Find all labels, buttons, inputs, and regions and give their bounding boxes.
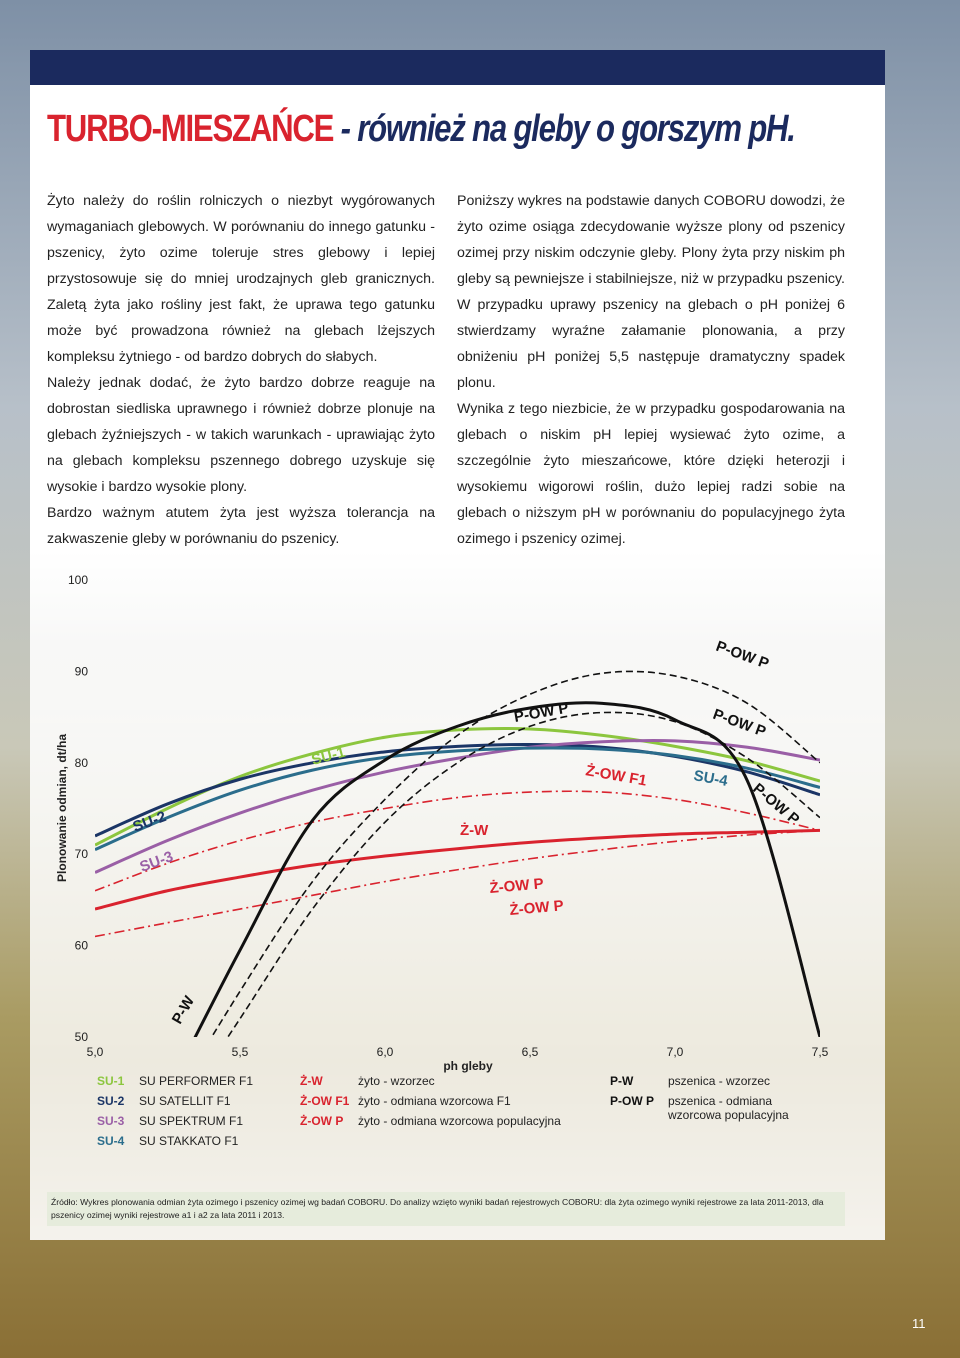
x-tick-label: 7,5 (812, 1045, 829, 1059)
x-tick-label: 7,0 (667, 1045, 684, 1059)
legend-text: SU STAKKATO F1 (139, 1134, 239, 1148)
legend-entry: SU-2 SU SATELLIT F1 (97, 1094, 287, 1108)
legend-entry: Ż-OW F1 żyto - odmiana wzorcowa F1 (300, 1094, 590, 1108)
y-tick-label: 50 (75, 1030, 89, 1044)
legend-text: SU SATELLIT F1 (139, 1094, 231, 1108)
title-red: TURBO-MIESZAŃCE (47, 108, 334, 150)
source-note: Źródło: Wykres plonowania odmian żyta oz… (47, 1192, 845, 1226)
series-line (193, 701, 820, 1037)
legend-text: żyto - odmiana wzorcowa F1 (358, 1094, 511, 1108)
x-tick-label: 6,5 (522, 1045, 539, 1059)
series-label: Ż-OW P (489, 875, 544, 897)
series-label: SU-2 (131, 808, 169, 836)
y-tick-label: 70 (75, 847, 89, 861)
legend-text: żyto - wzorzec (358, 1074, 435, 1088)
right-column: Poniższy wykres na podstawie danych COBO… (457, 188, 845, 552)
top-bar (30, 50, 885, 85)
content-panel (30, 50, 885, 1240)
legend-group: P-W pszenica - wzorzec P-OW P pszenica - od… (610, 1074, 810, 1128)
legend-text: pszenica - odmiana wzorcowa populacyjna (668, 1094, 789, 1122)
paragraph: Należy jednak dodać, że żyto bardzo dobr… (47, 375, 435, 495)
title: TURBO-MIESZAŃCE - również na gleby o gor… (47, 108, 796, 151)
series-line (210, 670, 820, 1037)
series-line (95, 738, 820, 874)
legend-code: P-W (610, 1074, 634, 1088)
legend-text: żyto - odmiana wzorcowa populacyjna (358, 1114, 561, 1128)
chart: ph gleby Plonowanie odmian, dt/ha 50 60 70… (55, 573, 829, 1073)
legend-group: SU-1 SU PERFORMER F1 SU-2 SU SATELLIT F1 SU-… (97, 1074, 287, 1154)
legend-text: SU PERFORMER F1 (139, 1074, 254, 1088)
legend-code: SU-3 (97, 1114, 125, 1128)
left-column: Żyto należy do roślin rolniczych o niezb… (47, 188, 435, 552)
series-label: P-W (169, 993, 199, 1027)
y-tick-label: 90 (75, 664, 89, 678)
series-line (95, 828, 820, 911)
series-label: Ż-OW P (509, 897, 564, 919)
x-tick-label: 5,0 (87, 1045, 104, 1059)
y-tick-label: 60 (75, 939, 89, 953)
series-line (95, 790, 820, 892)
paragraph: Wynika z tego niezbicie, że w przypadku … (457, 401, 845, 547)
paragraph: Bardzo ważnym atutem żyta jest wyższa to… (47, 505, 435, 547)
legend-entry: P-OW P pszenica - odmiana wzorcowa popula… (610, 1094, 810, 1122)
series-line (95, 743, 820, 838)
series-label: P-OW P (714, 638, 771, 673)
legend-code: SU-2 (97, 1094, 125, 1108)
x-tick-label: 6,0 (377, 1045, 394, 1059)
series-line (226, 711, 820, 1037)
page-number: 11 (912, 1316, 926, 1331)
x-axis-label: ph gleby (443, 1059, 493, 1073)
y-axis-label: Plonowanie odmian, dt/ha (55, 734, 69, 882)
legend-entry: SU-4 SU STAKKATO F1 (97, 1134, 287, 1148)
series-label: Ż-W (460, 822, 489, 839)
plot (95, 670, 820, 1037)
paragraph: Poniższy wykres na podstawie danych COBO… (457, 193, 845, 391)
legend-group: Ż-W żyto - wzorzec Ż-OW F1 żyto - odmiana w… (300, 1074, 590, 1134)
series-label: Ż-OW F1 (584, 762, 648, 789)
legend-entry: SU-3 SU SPEKTRUM F1 (97, 1114, 287, 1128)
legend-text: SU SPEKTRUM F1 (139, 1114, 244, 1128)
legend-entry: Ż-OW P żyto - odmiana wzorcowa populacyjn… (300, 1114, 590, 1128)
y-tick-label: 100 (68, 573, 88, 587)
y-tick-label: 80 (75, 756, 89, 770)
series-line (95, 829, 820, 938)
paragraph: Żyto należy do roślin rolniczych o niezb… (47, 193, 435, 365)
legend-code: SU-4 (97, 1134, 125, 1148)
legend-code: Ż-OW F1 (300, 1094, 350, 1108)
legend-entry: P-W pszenica - wzorzec (610, 1074, 810, 1088)
legend-text: pszenica - wzorzec (668, 1074, 771, 1088)
legend-code: Ż-OW P (300, 1114, 344, 1128)
series-line (95, 746, 820, 852)
title-rest: - również na gleby o gorszym pH. (340, 108, 796, 150)
series-label: P-OW P (711, 706, 768, 741)
x-tick-label: 5,5 (232, 1045, 249, 1059)
legend-entry: SU-1 SU PERFORMER F1 (97, 1074, 287, 1088)
legend-code: P-OW P (610, 1094, 654, 1108)
legend-entry: Ż-W żyto - wzorzec (300, 1074, 590, 1088)
series-label: SU-4 (692, 767, 729, 790)
legend-code: Ż-W (300, 1074, 323, 1088)
legend-code: SU-1 (97, 1074, 125, 1088)
